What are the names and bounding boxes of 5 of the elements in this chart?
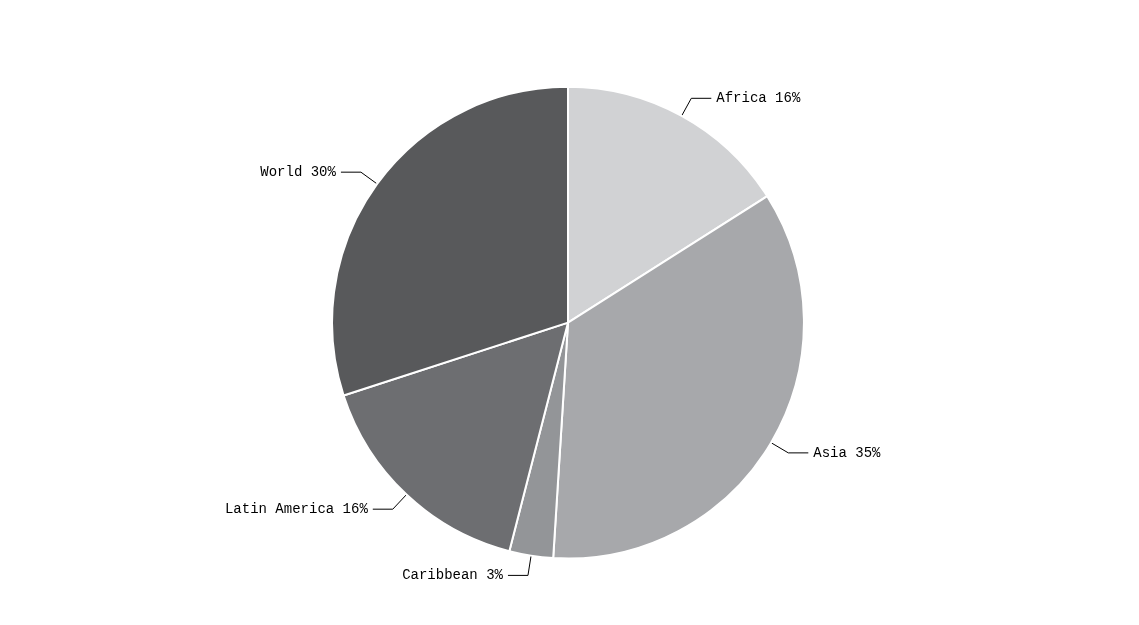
slice-label: World 30% (260, 164, 337, 181)
slice-label: Latin America 16% (224, 501, 369, 518)
slice-label: Caribbean 3% (402, 567, 504, 584)
slice-label: Asia 35% (813, 444, 882, 461)
slice-label: Africa 16% (716, 90, 801, 107)
